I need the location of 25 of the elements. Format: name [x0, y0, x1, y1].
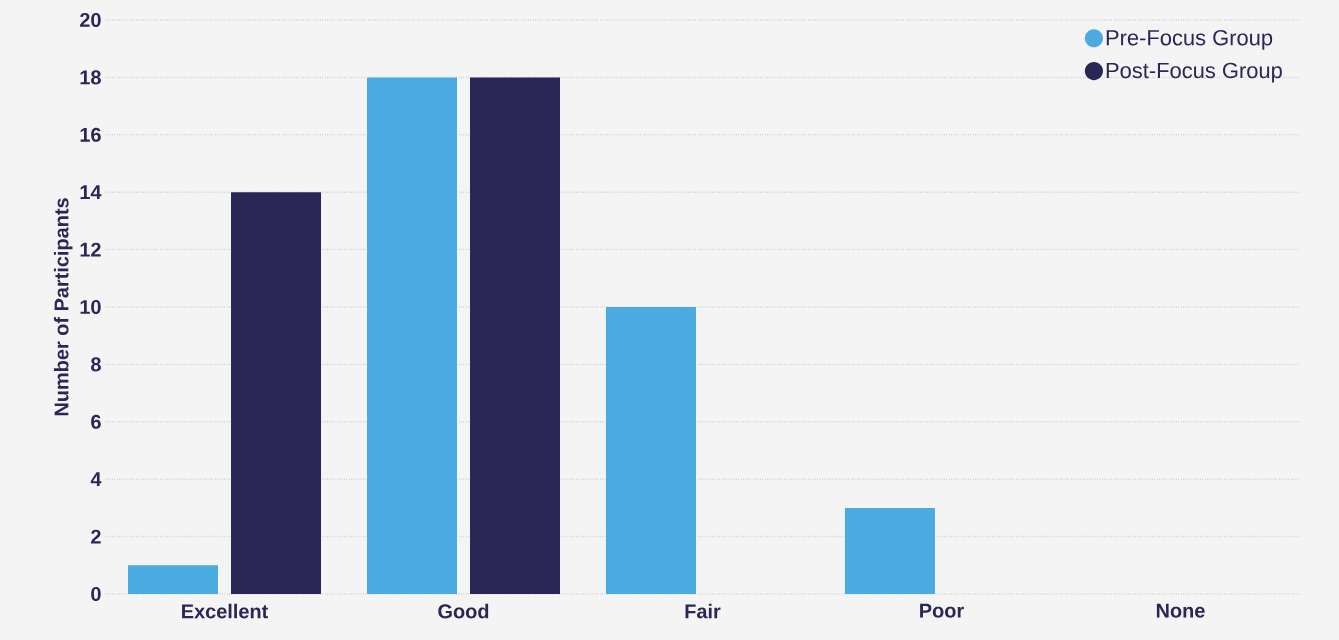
- bar: [231, 192, 322, 594]
- y-axis-title: Number of Participants: [53, 198, 73, 416]
- legend-label: Pre-Focus Group: [1106, 29, 1273, 50]
- y-tick-label: 6: [91, 414, 101, 429]
- bar: [128, 565, 219, 594]
- x-tick-label: Fair: [685, 603, 721, 619]
- x-tick-label: None: [1156, 603, 1205, 618]
- x-tick-label: Poor: [920, 603, 964, 618]
- bar: [844, 507, 935, 594]
- y-tick-label: 14: [80, 185, 102, 200]
- y-tick-label: 12: [80, 242, 101, 257]
- y-tick-label: 0: [91, 586, 101, 602]
- y-tick-label: 16: [80, 127, 101, 142]
- bar: [605, 306, 696, 594]
- y-tick-label: 4: [90, 472, 102, 487]
- x-tick-label: Good: [438, 603, 489, 619]
- y-tick-label: 2: [91, 529, 101, 544]
- y-tick-label: 10: [80, 299, 101, 315]
- y-tick-label: 20: [80, 12, 101, 28]
- legend-label: Post-Focus Group: [1106, 62, 1282, 83]
- bar: [470, 77, 560, 594]
- y-tick-label: 18: [80, 70, 101, 85]
- y-tick-label: 8: [91, 357, 101, 372]
- bar: [366, 77, 457, 594]
- x-tick-label: Excellent: [182, 603, 269, 619]
